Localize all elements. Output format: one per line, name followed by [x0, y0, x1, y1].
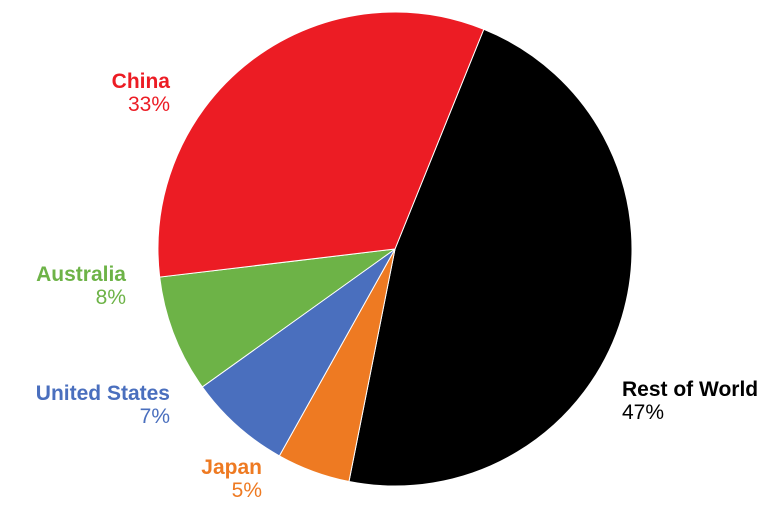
label-australia-name: Australia — [36, 263, 126, 286]
label-australia-percent: 8% — [95, 286, 126, 310]
label-china-percent: 33% — [127, 93, 170, 117]
label-china: China 33% — [70, 70, 170, 116]
label-rest-of-world-percent: 47% — [622, 401, 665, 425]
label-japan: Japan 5% — [150, 456, 262, 502]
pie-slice-china — [157, 11, 485, 278]
label-rest-of-world: Rest of World 47% — [622, 378, 783, 424]
label-china-name: China — [111, 70, 170, 93]
label-rest-of-world-name: Rest of World — [622, 378, 759, 401]
pie-slice-rest-of-world — [348, 28, 633, 487]
label-united-states-percent: 7% — [139, 405, 170, 429]
label-australia: Australia 8% — [0, 263, 126, 309]
label-united-states-name: United States — [35, 382, 170, 405]
label-united-states: United States 7% — [0, 382, 170, 428]
pie-slice-united-states — [201, 248, 396, 457]
pie-slice-australia — [159, 248, 396, 388]
label-japan-name: Japan — [201, 456, 262, 479]
label-japan-percent: 5% — [231, 479, 262, 503]
